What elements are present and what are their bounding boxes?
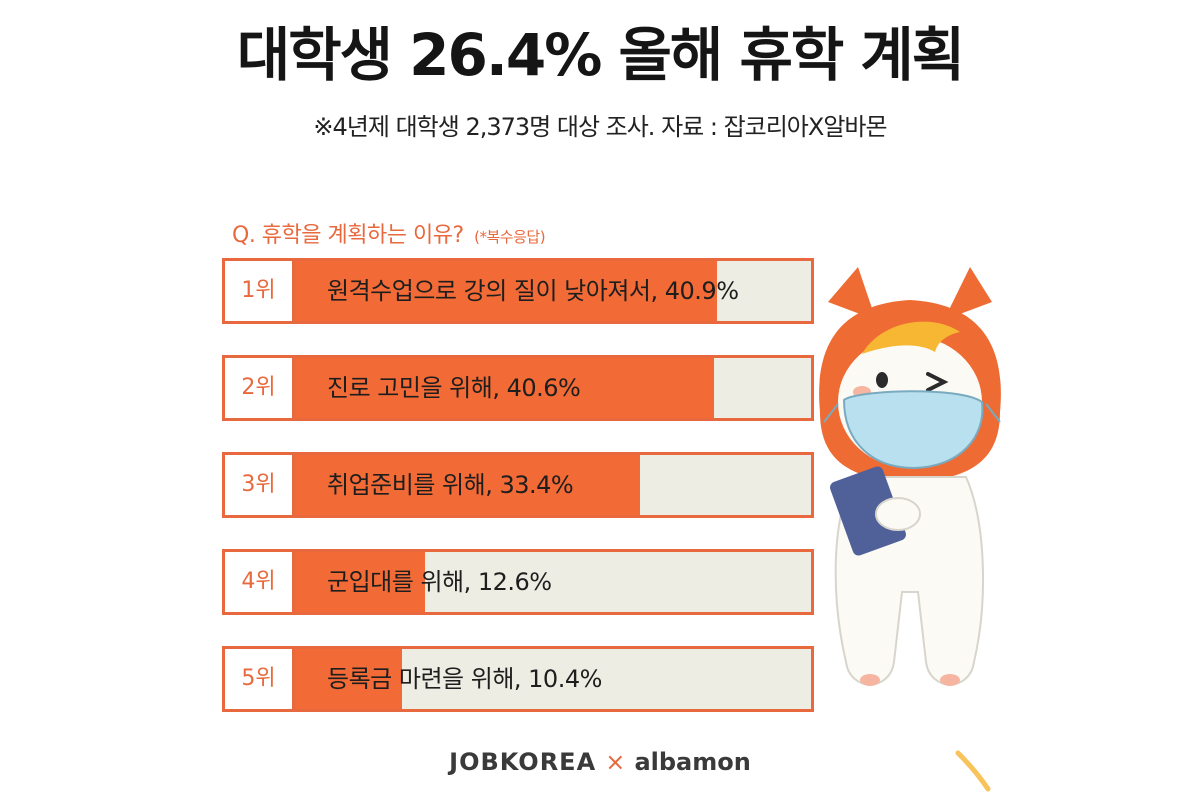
chart-question-text: Q. 휴학을 계획하는 이유? bbox=[232, 223, 464, 248]
bar-row: 4위 군입대를 위해, 12.6% bbox=[222, 549, 814, 615]
jobkorea-logo: JOBKOREA bbox=[449, 748, 597, 776]
bar-fill bbox=[295, 261, 717, 321]
bar-row: 3위 취업준비를 위해, 33.4% bbox=[222, 452, 814, 518]
chart-question: Q. 휴학을 계획하는 이유? (*복수응답) bbox=[232, 219, 546, 254]
bar-fill bbox=[295, 455, 640, 515]
bar-fill bbox=[295, 552, 425, 612]
bar-row: 2위 진로 고민을 위해, 40.6% bbox=[222, 355, 814, 421]
brand-separator: × bbox=[605, 748, 626, 776]
bar-value-label: 취업준비를 위해, 33.4% bbox=[327, 471, 574, 499]
bar-value-label: 군입대를 위해, 12.6% bbox=[327, 568, 552, 596]
bar-rank-label: 2위 bbox=[225, 358, 295, 418]
page-title: 대학생 26.4% 올해 휴학 계획 bbox=[236, 21, 965, 89]
bar-value-label: 진로 고민을 위해, 40.6% bbox=[327, 374, 581, 402]
bar-fill bbox=[295, 358, 714, 418]
bar-rank-label: 5위 bbox=[225, 649, 295, 709]
bar-rank-label: 3위 bbox=[225, 455, 295, 515]
albamon-cat-mascot-icon bbox=[819, 267, 1001, 686]
corner-arc-icon bbox=[955, 750, 991, 792]
brand-logo: JOBKOREA × albamon bbox=[0, 742, 1200, 785]
bar-rank-label: 1위 bbox=[225, 261, 295, 321]
page-subtitle: ※4년제 대학생 2,373명 대상 조사. 자료 : 잡코리아X알바몬 bbox=[313, 113, 887, 141]
bar-fill bbox=[295, 649, 402, 709]
chart-question-note: (*복수응답) bbox=[474, 228, 546, 246]
bar-value-label: 원격수업으로 강의 질이 낮아져서, 40.9% bbox=[327, 277, 739, 305]
bar-row: 5위 등록금 마련을 위해, 10.4% bbox=[222, 646, 814, 712]
bar-rank-label: 4위 bbox=[225, 552, 295, 612]
bar-value-label: 등록금 마련을 위해, 10.4% bbox=[327, 665, 602, 693]
bar-row: 1위 원격수업으로 강의 질이 낮아져서, 40.9% bbox=[222, 258, 814, 324]
albamon-logo: albamon bbox=[634, 748, 751, 776]
